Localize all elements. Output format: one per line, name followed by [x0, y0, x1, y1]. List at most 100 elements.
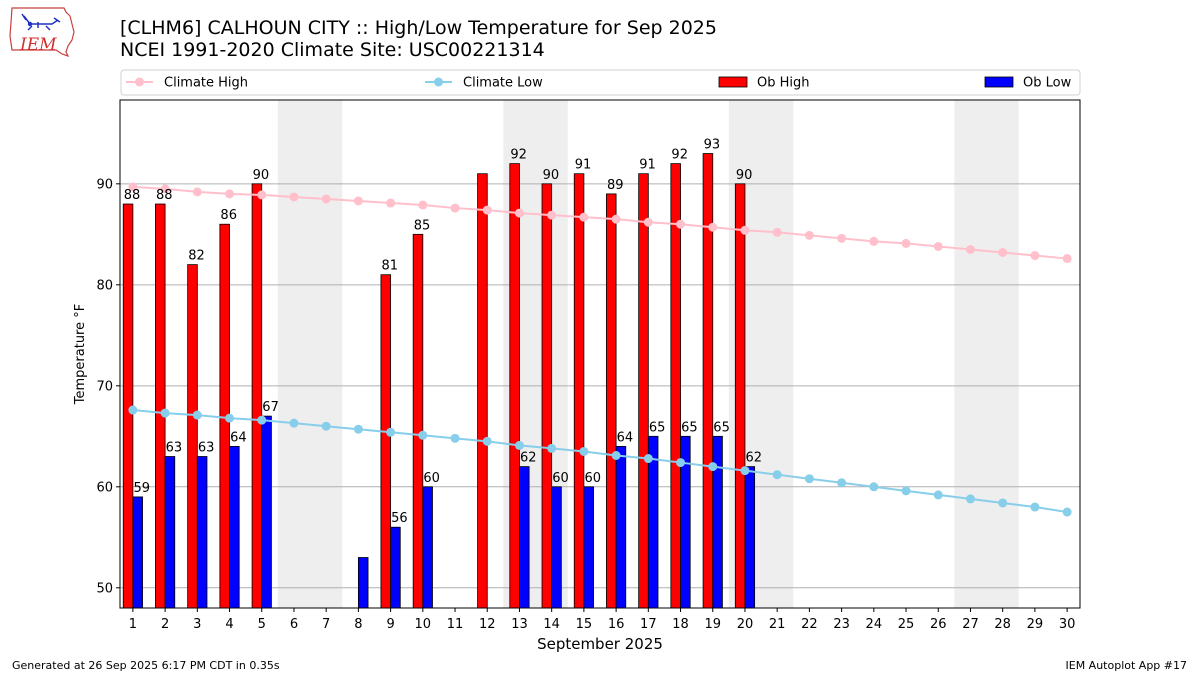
- data-label: 56: [391, 511, 408, 526]
- climate-high-point: [772, 227, 782, 237]
- legend-swatch: [984, 76, 1014, 88]
- x-axis-label: September 2025: [537, 635, 663, 653]
- climate-low-point: [514, 440, 524, 450]
- data-label: 60: [584, 471, 601, 486]
- data-label: 90: [736, 168, 753, 183]
- y-tick-label: 50: [96, 581, 113, 596]
- climate-high-point: [547, 210, 557, 220]
- climate-low-point: [933, 490, 943, 500]
- chart-title: [CLHM6] CALHOUN CITY :: High/Low Tempera…: [120, 17, 717, 39]
- x-tick-label: 3: [193, 617, 201, 632]
- data-label: 65: [681, 420, 698, 435]
- legend-box: [120, 69, 1081, 96]
- weekend-band: [310, 100, 343, 608]
- x-tick-label: 7: [322, 617, 330, 632]
- weekend-band: [761, 100, 794, 608]
- climate-high-point: [418, 200, 428, 210]
- ob-low-bar: [744, 466, 756, 609]
- data-labels: 88 88 82 86 90 81 85 92 90 91 89 91 92 93 90 59 63 63 64 67…: [124, 138, 762, 527]
- ob-high-bar: [638, 173, 649, 609]
- data-label: 92: [671, 148, 688, 163]
- weekend-band: [986, 100, 1019, 608]
- x-tick-label: 23: [833, 617, 850, 632]
- climate-high-point: [901, 238, 911, 248]
- climate-high-point: [128, 182, 138, 192]
- weekend-band: [954, 100, 987, 608]
- data-label: 93: [704, 138, 721, 153]
- data-label: 67: [262, 400, 279, 415]
- y-tick-label: 70: [96, 379, 113, 394]
- legend-marker: [434, 77, 443, 87]
- x-tick-label: 1: [129, 617, 137, 632]
- x-tick-label: 30: [1059, 617, 1076, 632]
- climate-low-point: [547, 443, 557, 453]
- data-label: 88: [156, 188, 173, 203]
- ob-high-bar: [380, 274, 392, 609]
- climate-high-point: [579, 212, 589, 222]
- climate-low-point: [1030, 502, 1040, 512]
- climate-high-point: [160, 184, 170, 194]
- climate-low-point: [289, 418, 299, 428]
- ob-low-bar: [519, 466, 530, 609]
- x-tick-label: 8: [354, 617, 362, 632]
- weekend-band: [277, 100, 311, 608]
- climate-low-point: [482, 436, 492, 446]
- ob-high-bar: [412, 233, 424, 609]
- data-label: 59: [133, 481, 150, 496]
- climate-high-point: [386, 198, 396, 208]
- climate-high-point: [869, 236, 879, 246]
- legend: Climate High Climate Low Ob High Ob Low: [120, 69, 1081, 96]
- x-tick-label: 25: [898, 617, 915, 632]
- data-label: 90: [253, 168, 270, 183]
- climate-low-point: [676, 458, 686, 468]
- climate-low-point: [869, 482, 879, 492]
- climate-high-line: [132, 185, 1068, 260]
- climate-low-point: [901, 486, 911, 496]
- legend-label: Ob Low: [1023, 76, 1072, 91]
- climate-low-point: [772, 470, 782, 480]
- ob-high-bar: [251, 183, 263, 609]
- data-label: 65: [713, 420, 730, 435]
- data-label: 86: [220, 208, 237, 223]
- climate-high-point: [998, 248, 1008, 258]
- climate-low-point: [128, 405, 138, 415]
- x-tick-label: 13: [511, 617, 528, 632]
- data-label: 64: [230, 430, 247, 445]
- ob-low-bar: [422, 486, 433, 609]
- x-tick-label: 16: [608, 617, 625, 632]
- data-label: 89: [607, 178, 624, 193]
- x-tick-label: 29: [1027, 617, 1044, 632]
- data-label: 60: [423, 471, 440, 486]
- ob-low-bar: [229, 446, 240, 609]
- ob-low-bar: [551, 486, 562, 609]
- x-tick-label: 26: [930, 617, 947, 632]
- climate-high-point: [740, 225, 750, 235]
- logo-text: IEM: [19, 35, 57, 55]
- climate-high-point: [837, 233, 847, 243]
- x-tick-label: 12: [479, 617, 496, 632]
- climate-low-point: [837, 478, 847, 488]
- legend-label: Climate High: [164, 76, 248, 91]
- climate-high-point: [804, 230, 814, 240]
- climate-low-point: [643, 454, 653, 464]
- data-label: 85: [414, 218, 431, 233]
- y-tick-label: 90: [96, 177, 113, 192]
- ob-high-bar: [541, 183, 553, 609]
- x-tick-label: 9: [386, 617, 394, 632]
- ob-high-bar: [670, 163, 681, 609]
- x-tick-label: 6: [290, 617, 298, 632]
- x-tick-label: 17: [640, 617, 657, 632]
- climate-high-point: [611, 214, 621, 224]
- ob-low-bar: [583, 486, 594, 609]
- climate-low-line: [132, 409, 1068, 514]
- climate-high-point: [643, 217, 653, 227]
- ob-high-bar: [187, 264, 198, 609]
- y-axis-label: Temperature °F: [73, 304, 88, 405]
- climate-high-point: [450, 203, 460, 213]
- ob-high-bar: [155, 203, 166, 609]
- climate-high-point: [1030, 251, 1040, 261]
- climate-high-point: [965, 244, 975, 254]
- data-label: 88: [124, 188, 141, 203]
